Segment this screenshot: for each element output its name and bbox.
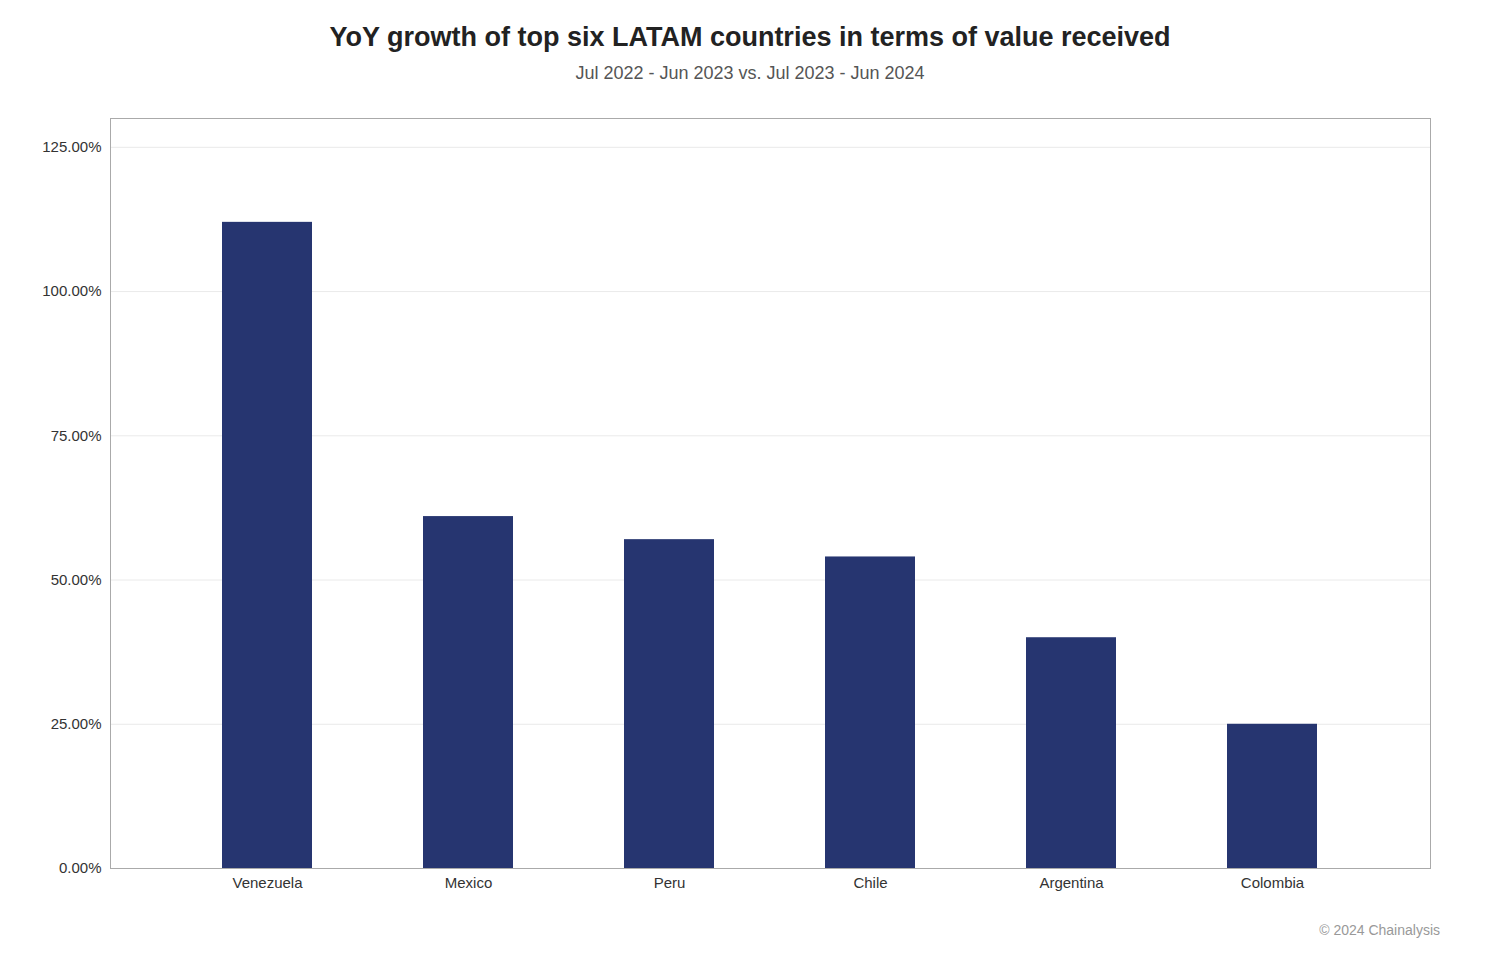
svg-text:50.00%: 50.00% xyxy=(51,571,102,588)
svg-text:Chile: Chile xyxy=(853,874,887,891)
svg-text:75.00%: 75.00% xyxy=(51,427,102,444)
svg-text:Peru: Peru xyxy=(654,874,686,891)
svg-text:Mexico: Mexico xyxy=(445,874,493,891)
html-text:© 2024 Chainalysis: © 2024 Chainalysis xyxy=(1319,922,1440,938)
html-text:YoY growth of top six LATAM co: YoY growth of top six LATAM countries in… xyxy=(329,22,1171,52)
svg-text:Colombia: Colombia xyxy=(1241,874,1305,891)
svg-text:25.00%: 25.00% xyxy=(51,715,102,732)
svg-text:100.00%: 100.00% xyxy=(42,282,101,299)
svg-text:0.00%: 0.00% xyxy=(59,859,102,876)
svg-text:125.00%: 125.00% xyxy=(42,138,101,155)
svg-text:Argentina: Argentina xyxy=(1039,874,1104,891)
svg-text:Venezuela: Venezuela xyxy=(232,874,303,891)
html-text:Jul 2022 - Jun 2023 vs. Jul 20: Jul 2022 - Jun 2023 vs. Jul 2023 - Jun 2… xyxy=(575,63,925,83)
